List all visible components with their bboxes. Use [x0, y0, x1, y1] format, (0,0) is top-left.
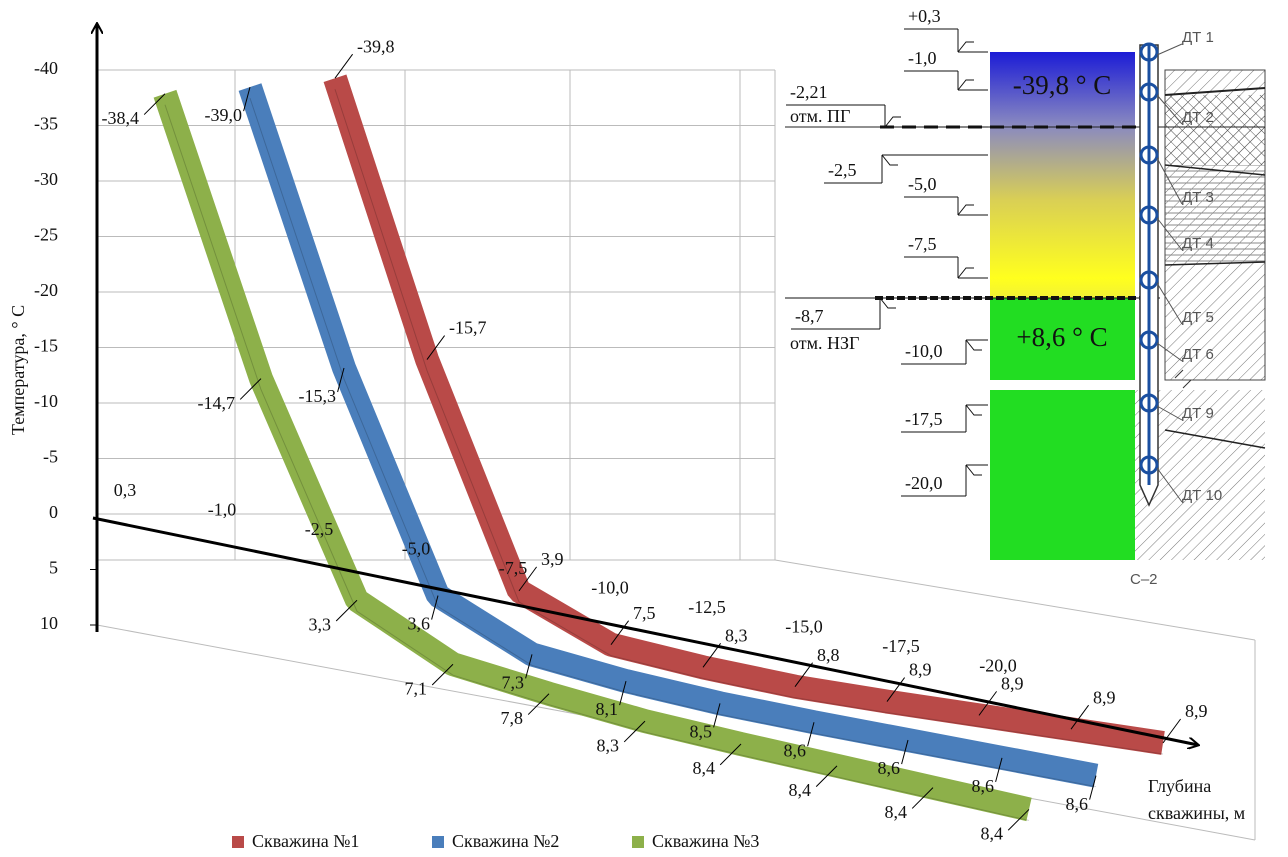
data-label: 8,6 [972, 776, 995, 796]
data-label: -15,3 [299, 386, 337, 406]
sensor-label: ДТ 10 [1182, 487, 1222, 504]
data-label: 8,6 [878, 758, 901, 778]
thawed-zone [990, 390, 1135, 560]
data-label: 8,1 [596, 699, 619, 719]
elevation-label: -7,5 [908, 234, 937, 254]
y-tick-label: -20 [34, 280, 58, 300]
data-label: 8,3 [597, 735, 620, 755]
data-label: 8,3 [725, 625, 748, 645]
sensor-label: ДТ 3 [1182, 189, 1214, 206]
borehole-diagram: -39,8 ° С +8,6 ° С отм. ПГ отм. НЗГ С–2 … [785, 6, 1265, 588]
data-label: 8,5 [690, 721, 713, 741]
legend-label: Скважина №3 [652, 831, 759, 851]
data-label: 8,4 [789, 780, 812, 800]
y-tick-label: 10 [40, 613, 58, 633]
x-tick-label: -1,0 [208, 500, 237, 520]
elevation-label: -17,5 [905, 409, 943, 429]
data-label: 3,3 [309, 614, 332, 634]
sensor-label: ДТ 2 [1182, 109, 1214, 126]
data-label: -39,8 [357, 36, 395, 56]
elevation-marker [958, 205, 974, 215]
y-tick-label: -40 [34, 58, 58, 78]
legend-swatch [232, 836, 244, 848]
data-label: 8,4 [981, 824, 1004, 844]
y-tick-label: -15 [34, 336, 58, 356]
legend-label: Скважина №2 [452, 831, 559, 851]
elevation-label: +0,3 [908, 6, 941, 26]
y-tick-label: -35 [34, 114, 58, 134]
legend-label: Скважина №1 [252, 831, 359, 851]
temperature-label: -39,8 ° С [1013, 70, 1112, 100]
data-label: 7,5 [633, 603, 656, 623]
elevation-label: -20,0 [905, 473, 943, 493]
sensor-label: ДТ 5 [1182, 309, 1214, 326]
elevation-label: -8,7 [795, 306, 824, 326]
temperature-label: +8,6 ° С [1016, 322, 1107, 352]
elevation-label: -2,5 [828, 160, 857, 180]
data-label: 8,4 [885, 802, 908, 822]
y-tick-label: -30 [34, 169, 58, 189]
legend-swatch [432, 836, 444, 848]
leader-line [335, 54, 353, 78]
data-label: 8,8 [817, 645, 840, 665]
elevation-marker [958, 42, 974, 52]
y-tick-label: 0 [49, 502, 58, 522]
x-tick-label: -10,0 [591, 578, 629, 598]
elevation-marker [966, 405, 982, 415]
data-label: 8,6 [1066, 794, 1089, 814]
sensor-label: ДТ 4 [1182, 235, 1214, 252]
y-tick-label: -10 [34, 391, 58, 411]
y-tick-label: -25 [34, 225, 58, 245]
x-tick-label: -5,0 [402, 539, 431, 559]
elevation-marker [958, 80, 974, 90]
x-axis-title: скважины, м [1148, 803, 1245, 823]
x-tick-label: -7,5 [499, 558, 528, 578]
elevation-label: -10,0 [905, 341, 943, 361]
chart: -39,8 ° С +8,6 ° С отм. ПГ отм. НЗГ С–2 … [0, 0, 1288, 857]
data-label: -38,4 [102, 108, 140, 128]
data-label: 8,9 [1185, 701, 1208, 721]
leader-line [1157, 44, 1182, 55]
data-label: -39,0 [205, 105, 243, 125]
data-label: 3,9 [541, 549, 564, 569]
x-tick-label: -12,5 [688, 597, 726, 617]
data-label: -15,7 [449, 318, 487, 338]
y-axis-title: Температура, ° С [8, 305, 28, 435]
data-label: 8,9 [909, 660, 932, 680]
x-tick-label: -15,0 [785, 617, 823, 637]
x-tick-label: 0,3 [114, 480, 137, 500]
x-axis-title: Глубина [1148, 776, 1211, 796]
x-tick-label: -17,5 [882, 636, 920, 656]
soil-layer [1165, 165, 1265, 265]
data-label: 3,6 [408, 614, 431, 634]
elevation-marker [966, 340, 982, 350]
data-label: 8,9 [1001, 674, 1024, 694]
y-tick-label: -5 [43, 447, 58, 467]
data-label: 8,4 [693, 758, 716, 778]
elevation-label: -1,0 [908, 48, 937, 68]
sensor-label: ДТ 1 [1182, 29, 1214, 46]
data-label: 7,3 [502, 673, 525, 693]
data-label: 8,6 [784, 740, 807, 760]
data-label: -14,7 [198, 393, 236, 413]
elevation-label: -5,0 [908, 174, 937, 194]
soil-layer [1165, 95, 1265, 165]
frame-line [775, 560, 1255, 640]
elevation-marker [882, 155, 898, 165]
level-mark-label: отм. ПГ [790, 106, 850, 126]
sensor-label: ДТ 9 [1182, 405, 1214, 422]
well-label: С–2 [1130, 571, 1158, 588]
elevation-marker [966, 465, 982, 475]
data-label: 7,8 [501, 708, 524, 728]
x-tick-label: -2,5 [305, 519, 334, 539]
elevation-marker [958, 268, 974, 278]
sensor-label: ДТ 6 [1182, 346, 1214, 363]
elevation-label: -2,21 [790, 82, 828, 102]
data-label: 8,9 [1093, 687, 1116, 707]
legend-swatch [632, 836, 644, 848]
y-tick-label: 5 [49, 558, 58, 578]
data-label: 7,1 [405, 678, 428, 698]
level-mark-label: отм. НЗГ [790, 333, 859, 353]
